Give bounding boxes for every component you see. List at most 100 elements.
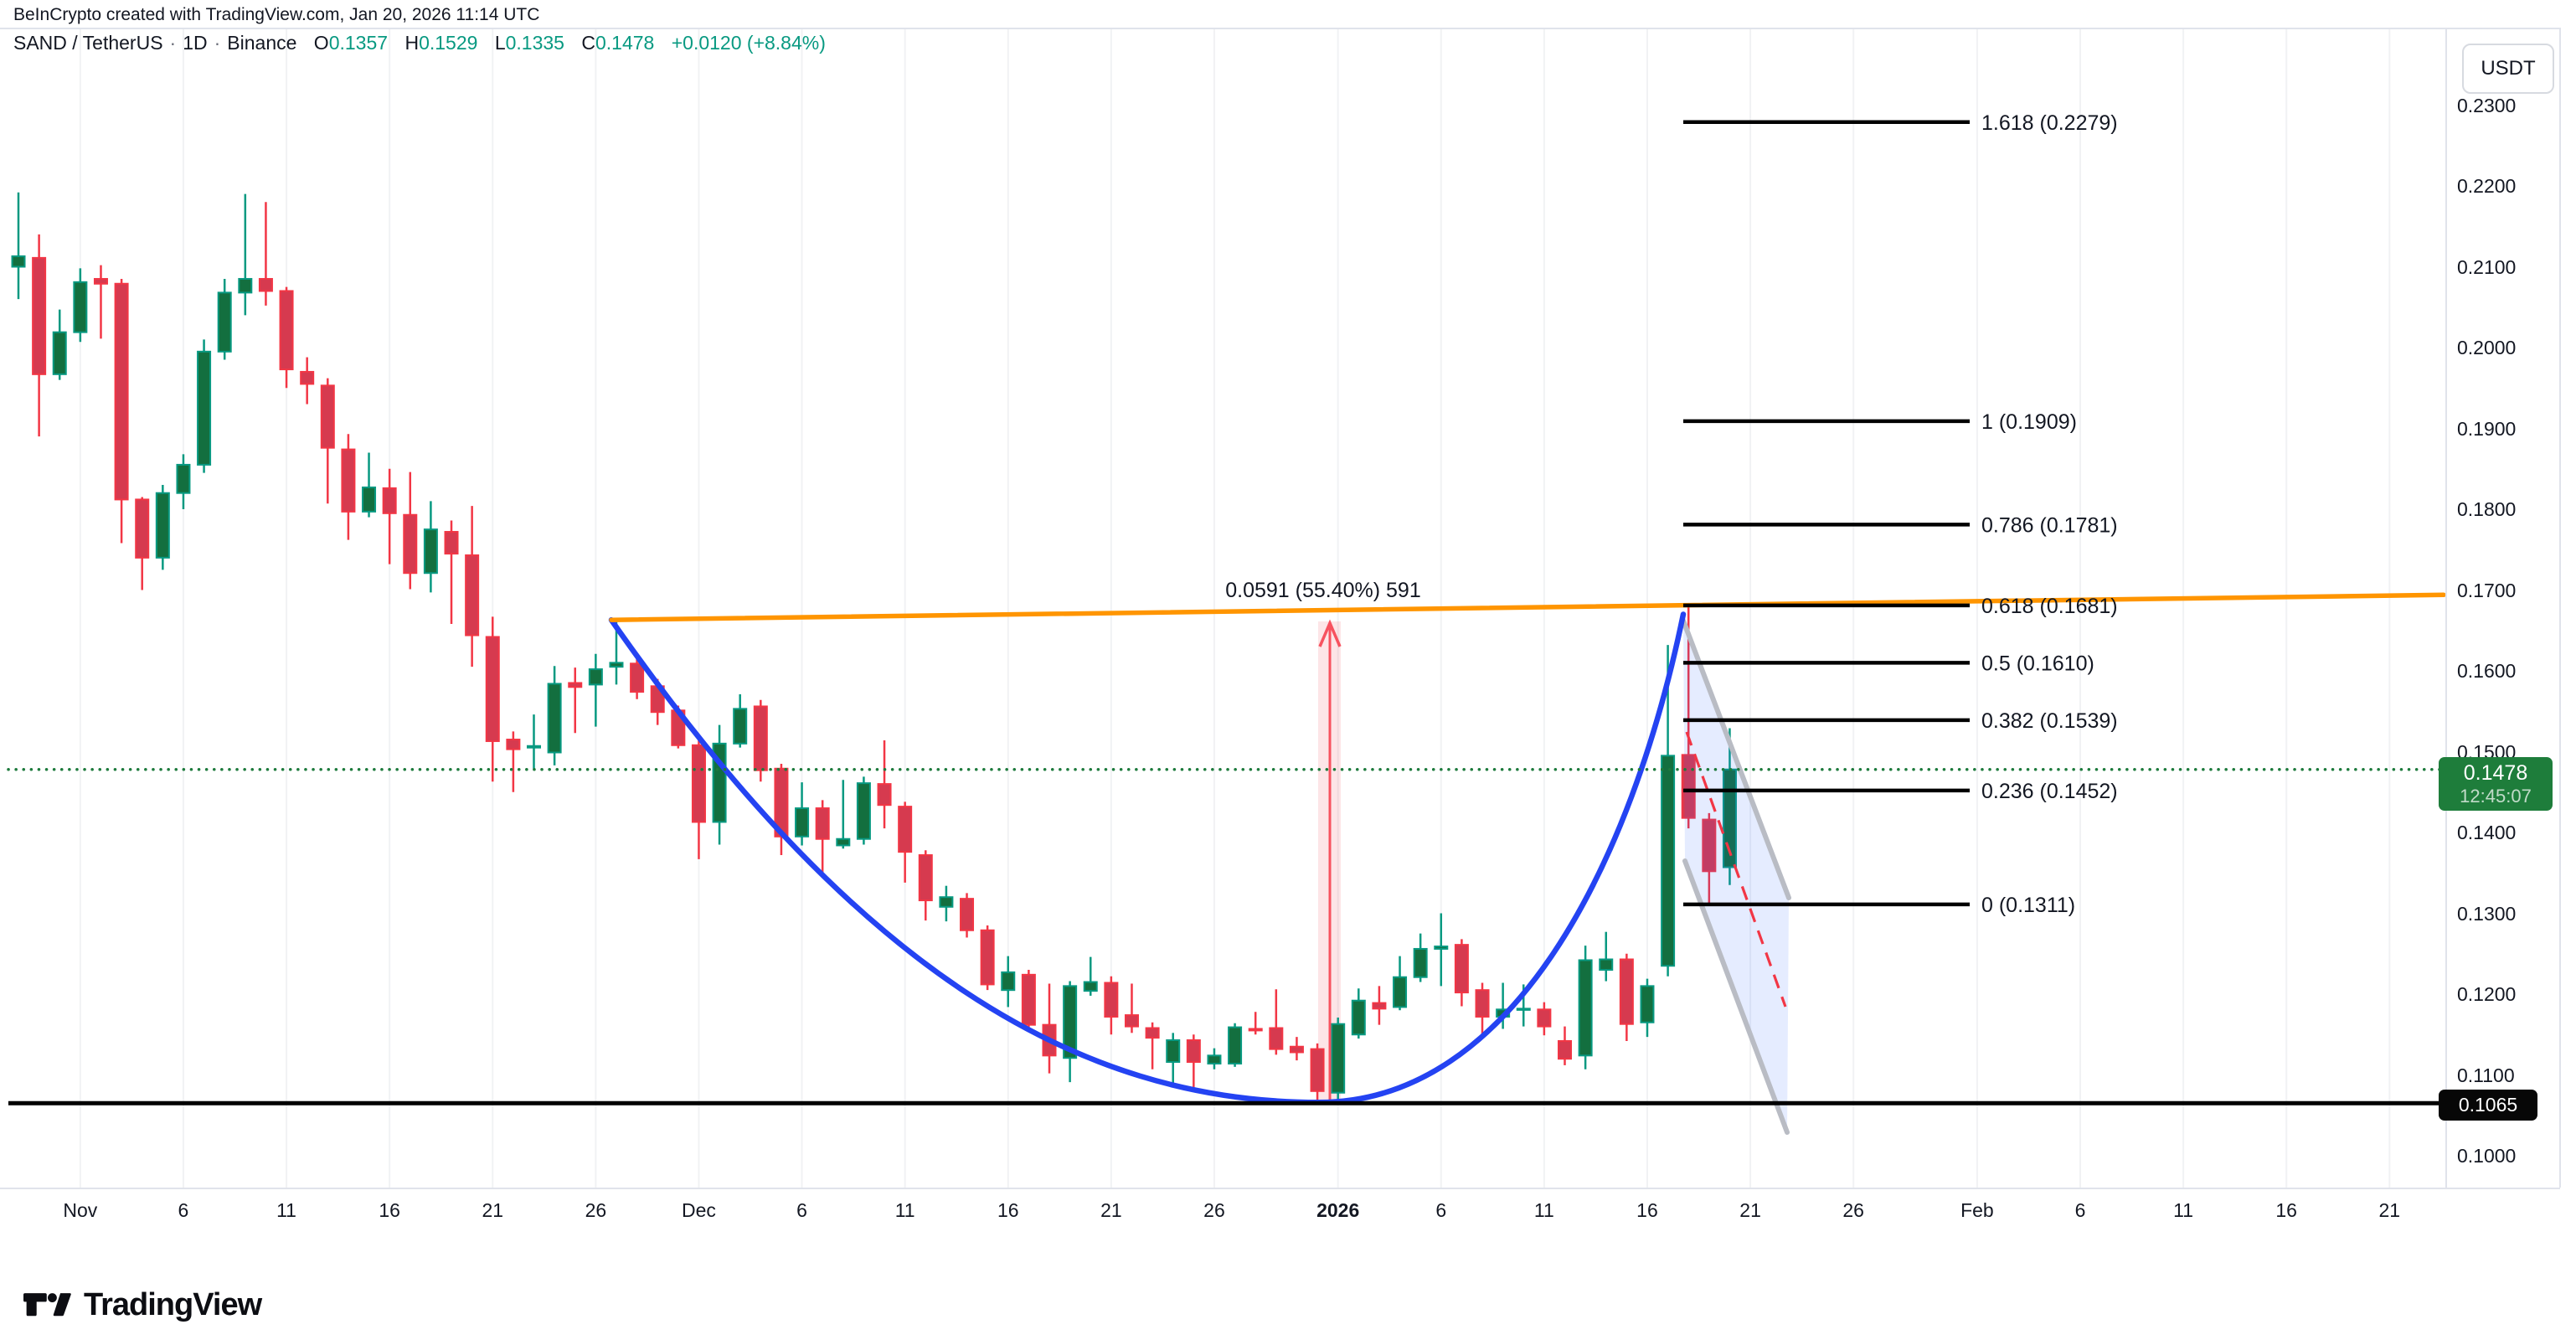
candle-dec-22[interactable] <box>1124 983 1139 1033</box>
current-price-badge[interactable]: 0.1478 12:45:07 <box>2439 757 2553 811</box>
candle-jan-16[interactable] <box>1640 978 1655 1038</box>
candle-nov-22[interactable] <box>506 731 521 792</box>
candle-dec-13[interactable] <box>939 885 954 922</box>
candle-nov-10[interactable] <box>258 202 273 306</box>
candle-dec-11[interactable] <box>898 801 913 883</box>
candle-dec-23[interactable] <box>1145 1022 1160 1069</box>
candle-dec-31[interactable] <box>1310 1043 1325 1105</box>
candle-nov-26[interactable] <box>588 653 603 727</box>
candle-nov-23[interactable] <box>527 714 541 769</box>
candle-dec-19[interactable] <box>1063 981 1078 1083</box>
candle-dec-21[interactable] <box>1104 976 1119 1035</box>
candle-dec-1[interactable] <box>691 740 706 859</box>
candle-jan-4[interactable] <box>1393 956 1408 1011</box>
candle-nov-5[interactable] <box>155 485 170 570</box>
candle-dec-30[interactable] <box>1289 1037 1304 1061</box>
candle-dec-25[interactable] <box>1186 1034 1201 1087</box>
candle-dec-3[interactable] <box>733 693 748 748</box>
time-axis-label: 6 <box>2074 1199 2086 1221</box>
candle-dec-9[interactable] <box>856 776 871 845</box>
candle-body <box>382 487 397 514</box>
candle-dec-15[interactable] <box>980 925 995 991</box>
candle-dec-28[interactable] <box>1248 1012 1263 1035</box>
neckline-trendline[interactable] <box>609 592 2446 622</box>
currency-toggle-button[interactable]: USDT <box>2462 44 2554 94</box>
candle-jan-1[interactable] <box>1331 1017 1346 1106</box>
candle-nov-14[interactable] <box>341 434 356 540</box>
tradingview-logo[interactable]: TradingView <box>23 1286 262 1324</box>
candle-dec-2[interactable] <box>712 724 727 845</box>
candle-dec-6[interactable] <box>795 782 810 846</box>
projection-band[interactable] <box>1683 621 1789 1132</box>
projection-band-edge[interactable] <box>1681 618 1791 900</box>
projection-dashed-line[interactable] <box>1685 731 1787 1008</box>
candle-jan-12[interactable] <box>1558 1026 1572 1065</box>
candle-dec-10[interactable] <box>877 740 892 829</box>
candle-nov-7[interactable] <box>197 339 212 473</box>
candle-nov-25[interactable] <box>568 667 583 734</box>
candle-nov-2[interactable] <box>93 265 108 339</box>
candle-nov-3[interactable] <box>114 278 129 544</box>
candle-nov-21[interactable] <box>485 616 500 782</box>
candle-dec-20[interactable] <box>1083 956 1098 996</box>
candle-dec-24[interactable] <box>1166 1033 1181 1084</box>
candle-oct-29[interactable] <box>11 192 26 300</box>
candle-nov-1[interactable] <box>73 268 88 343</box>
candle-jan-13[interactable] <box>1578 946 1593 1069</box>
candle-body <box>52 331 67 375</box>
candle-dec-5[interactable] <box>774 763 789 856</box>
interval[interactable]: 1D <box>183 32 208 54</box>
candle-oct-31[interactable] <box>52 309 67 380</box>
candle-jan-3[interactable] <box>1372 986 1387 1025</box>
low-label: L <box>494 32 506 54</box>
candle-jan-2[interactable] <box>1351 988 1366 1039</box>
candle-nov-15[interactable] <box>362 452 377 518</box>
candle-dec-4[interactable] <box>753 699 768 782</box>
candle-dec-12[interactable] <box>918 850 933 921</box>
candle-nov-18[interactable] <box>423 501 438 593</box>
candle-dec-17[interactable] <box>1021 970 1036 1033</box>
symbol-legend[interactable]: SAND / TetherUS · 1D · Binance O0.1357 H0.15… <box>13 32 826 54</box>
candle-nov-6[interactable] <box>176 454 191 509</box>
candle-nov-24[interactable] <box>547 666 562 765</box>
candle-jan-6[interactable] <box>1434 913 1449 987</box>
time-axis[interactable]: Nov 6 11 16 21 26 Dec 6 11 16 21 26 2026 6 11 16 21 26 Feb… <box>0 1188 2576 1238</box>
candle-nov-16[interactable] <box>382 468 397 564</box>
candle-dec-18[interactable] <box>1042 983 1057 1074</box>
candle-nov-19[interactable] <box>444 520 459 625</box>
candle-dec-7[interactable] <box>815 800 830 875</box>
candle-jan-8[interactable] <box>1475 982 1490 1035</box>
candle-jan-11[interactable] <box>1537 1002 1552 1036</box>
candle-nov-8[interactable] <box>217 278 232 360</box>
candle-dec-26[interactable] <box>1207 1048 1222 1069</box>
candle-nov-4[interactable] <box>135 497 150 590</box>
candle-nov-11[interactable] <box>279 286 294 389</box>
candle-jan-19[interactable] <box>1702 812 1717 904</box>
price-axis[interactable]: 0.2300 0.2200 0.2100 0.2000 0.1900 0.1800 0.17… <box>2446 28 2575 1188</box>
symbol-name[interactable]: SAND / TetherUS <box>13 32 163 54</box>
candle-nov-17[interactable] <box>403 472 418 590</box>
candle-nov-28[interactable] <box>630 654 645 699</box>
candle-dec-27[interactable] <box>1228 1023 1243 1067</box>
candle-dec-16[interactable] <box>1001 956 1016 1008</box>
candle-dec-8[interactable] <box>836 780 851 849</box>
candle-jan-17[interactable] <box>1661 645 1676 977</box>
candle-jan-14[interactable] <box>1599 931 1614 982</box>
candle-jan-15[interactable] <box>1619 953 1634 1041</box>
candle-jan-7[interactable] <box>1454 939 1469 1007</box>
candle-jan-5[interactable] <box>1413 933 1428 982</box>
candle-oct-30[interactable] <box>32 234 47 437</box>
candle-body <box>980 929 995 986</box>
candle-nov-13[interactable] <box>320 378 335 504</box>
candle-dec-14[interactable] <box>960 893 975 938</box>
legend-separator: · <box>214 32 221 54</box>
time-axis-label: 6 <box>178 1199 189 1221</box>
candle-body <box>1475 989 1490 1018</box>
candle-dec-29[interactable] <box>1269 989 1284 1055</box>
candle-nov-20[interactable] <box>465 506 480 667</box>
support-price-badge[interactable]: 0.1065 <box>2439 1090 2537 1121</box>
candle-nov-12[interactable] <box>300 357 315 405</box>
candle-nov-9[interactable] <box>238 193 253 316</box>
fib-level-label: 0.236 (0.1452) <box>1981 780 2118 803</box>
